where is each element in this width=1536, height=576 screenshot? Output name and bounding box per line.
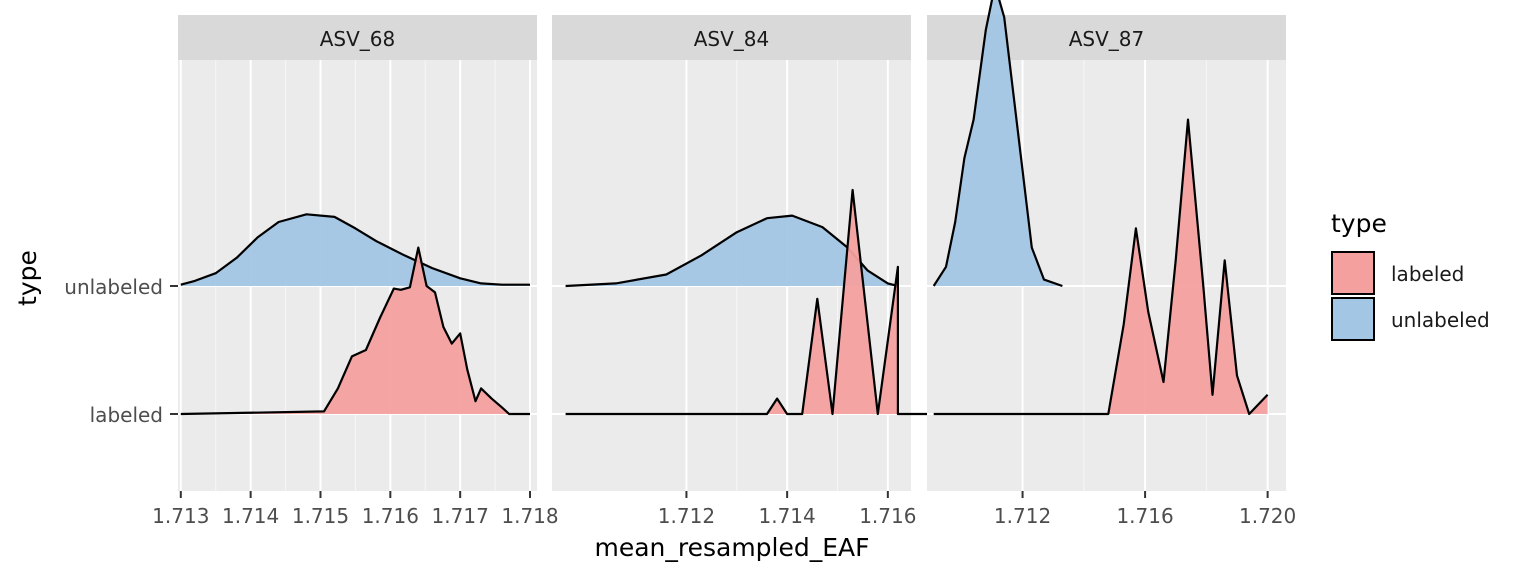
density-area-labeled xyxy=(180,247,531,414)
x-tick-label: 1.714 xyxy=(759,504,816,528)
density-area-unlabeled xyxy=(565,215,898,286)
y-axis-title: type xyxy=(13,250,42,306)
x-tick-label: 1.716 xyxy=(1116,504,1173,528)
facet-strip-label: ASV_68 xyxy=(320,27,396,51)
facet-panel: ASV_84 1.712 1.714 1.716 xyxy=(552,15,969,528)
legend-title: type xyxy=(1331,209,1387,238)
panels-layer: ASV_681.713 1.714 1.715 1.716 1.717 1.718ASV_… xyxy=(152,0,1296,528)
legend: type labeled unlabeled xyxy=(1331,209,1490,341)
facet-panel: ASV_87 1.712 1.716 1.720 xyxy=(927,0,1296,528)
y-tick-label-labeled: labeled xyxy=(90,403,163,427)
density-line-unlabeled xyxy=(932,0,1063,288)
facet-strip xyxy=(552,15,911,60)
facet-strip xyxy=(178,15,537,60)
x-tick-label: 1.713 xyxy=(152,504,209,528)
legend-label-labeled: labeled xyxy=(1391,262,1464,286)
legend-key-unlabeled xyxy=(1331,297,1375,341)
x-tick-label: 1.716 xyxy=(362,504,419,528)
density-line-labeled xyxy=(933,118,1269,416)
density-line-unlabeled xyxy=(565,214,899,288)
density-area-labeled xyxy=(565,190,969,414)
facet-strip-label: ASV_87 xyxy=(1069,27,1145,51)
x-tick-label: 1.718 xyxy=(501,504,558,528)
x-tick-label: 1.714 xyxy=(222,504,279,528)
x-axis-title: mean_resampled_EAF xyxy=(594,533,869,562)
density-line-unlabeled xyxy=(180,213,530,286)
density-area-unlabeled xyxy=(180,214,531,286)
facet-strip-label: ASV_84 xyxy=(694,27,770,51)
y-tick-label-unlabeled: unlabeled xyxy=(64,275,163,299)
density-area-labeled xyxy=(933,119,1268,414)
x-tick-label: 1.715 xyxy=(292,504,349,528)
facet-panel: ASV_68 1.713 1.714 1.715 1.716 1.717 1.718 xyxy=(152,15,559,528)
density-line-labeled xyxy=(180,246,530,416)
x-tick-label: 1.716 xyxy=(859,504,916,528)
x-tick-label: 1.720 xyxy=(1239,504,1296,528)
x-tick-label: 1.717 xyxy=(432,504,489,528)
legend-key-labeled xyxy=(1331,251,1375,295)
y-axis: unlabeled labeled type xyxy=(13,250,178,427)
density-area-unlabeled xyxy=(933,0,1063,286)
x-tick-label: 1.712 xyxy=(994,504,1051,528)
legend-label-unlabeled: unlabeled xyxy=(1391,308,1490,332)
x-tick-label: 1.712 xyxy=(658,504,715,528)
density-line-labeled xyxy=(565,188,969,416)
